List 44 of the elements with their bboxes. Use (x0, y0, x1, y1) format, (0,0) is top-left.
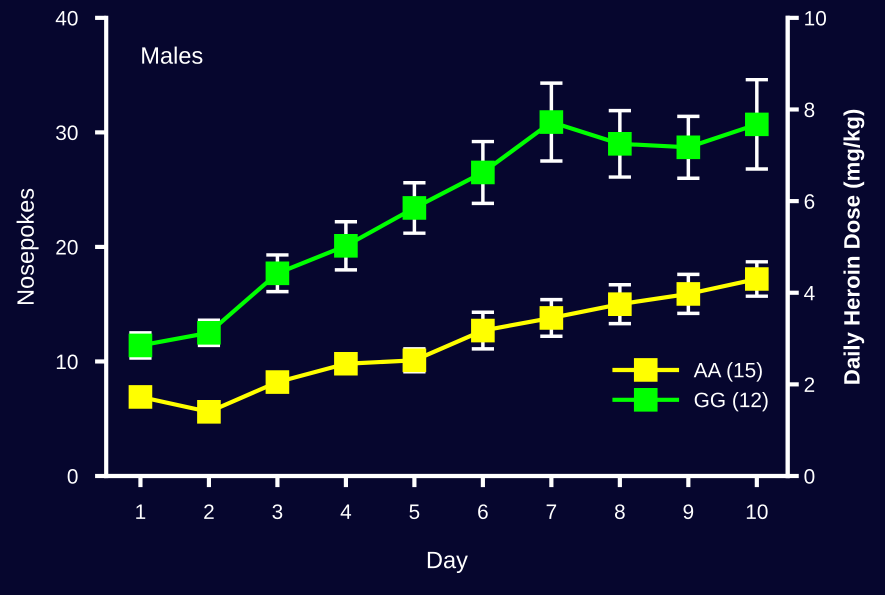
point (745, 267, 769, 291)
legend-label: GG (12) (694, 392, 768, 412)
x-tick-label: 6 (478, 504, 488, 520)
y-tick-label: 30 (56, 125, 78, 140)
x-tick-label: 8 (614, 504, 625, 520)
point (334, 234, 358, 258)
point (745, 112, 769, 136)
x-tick-label: 1 (136, 504, 146, 519)
point (128, 385, 152, 409)
point (676, 135, 700, 160)
point (471, 318, 495, 342)
y-axis-title: Nosepokes (16, 188, 39, 304)
y2-tick-label: 4 (804, 286, 815, 300)
y2-tick-label: 6 (804, 194, 814, 209)
point (676, 282, 700, 306)
y-tick-label: 0 (68, 469, 78, 484)
point (471, 160, 495, 184)
point (266, 261, 290, 286)
point (197, 400, 221, 424)
point (334, 352, 358, 376)
annotation: Males (142, 46, 202, 64)
x-tick-label: 3 (272, 504, 282, 520)
point (266, 370, 290, 394)
y2-tick-label: 10 (805, 10, 826, 26)
point (608, 132, 632, 156)
point (608, 292, 632, 316)
y-tick-label: 10 (56, 354, 78, 370)
y-tick-label: 40 (56, 10, 78, 26)
y-tick-label: 20 (56, 240, 78, 255)
legend-label: AA (15) (694, 362, 762, 382)
x-tick-label: 2 (204, 504, 214, 519)
x-tick-label: 10 (746, 504, 768, 520)
point (540, 110, 564, 134)
x-axis-title: Day (428, 552, 468, 573)
y2-tick-label: 2 (804, 377, 814, 392)
x-tick-label: 7 (546, 504, 556, 519)
point (402, 196, 426, 220)
y2-tick-label: 0 (804, 469, 814, 484)
x-tick-label: 5 (409, 504, 420, 520)
y2-tick-label: 8 (804, 102, 814, 118)
y2-axis-title: Daily Heroin Dose (mg/kg) (843, 110, 864, 384)
point (540, 306, 564, 330)
x-tick-label: 9 (684, 504, 694, 520)
x-tick-label: 4 (340, 504, 352, 519)
